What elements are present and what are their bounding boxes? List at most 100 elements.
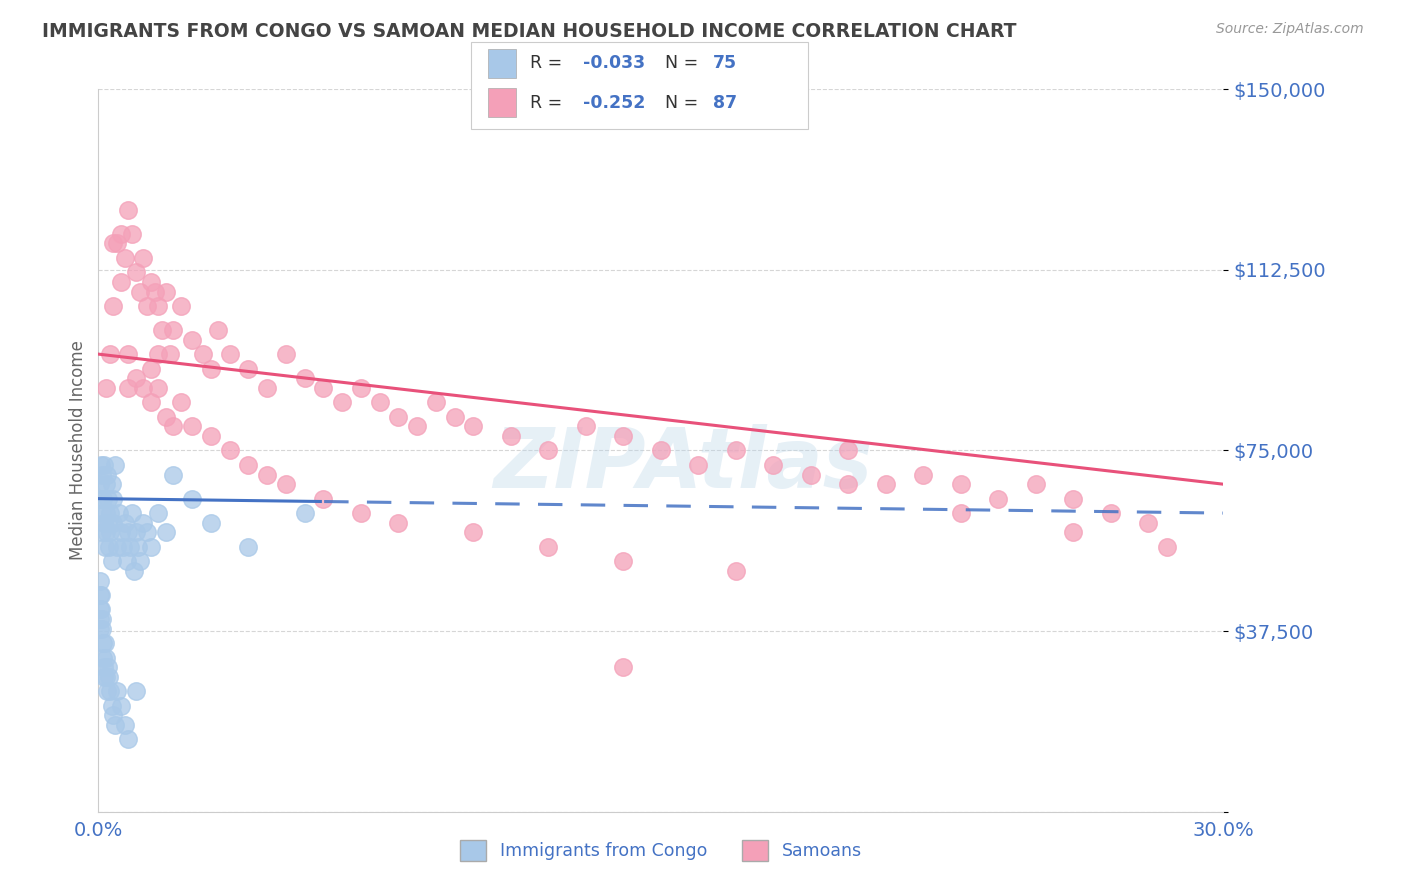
Point [949, 477, 972, 491]
Point [103, 299, 125, 313]
Point [575, 419, 598, 434]
Point [762, 458, 785, 472]
Point [132, 516, 155, 530]
Point [89, 602, 111, 616]
Text: 87: 87 [713, 94, 737, 112]
Point [117, 732, 139, 747]
Point [98, 347, 121, 361]
Point [110, 275, 132, 289]
Point [499, 429, 522, 443]
Point [139, 275, 162, 289]
Point [98, 684, 121, 698]
Point [155, 409, 177, 424]
Point [132, 381, 155, 395]
Point [181, 419, 204, 434]
Point [97, 670, 120, 684]
Point [90, 588, 112, 602]
Point [238, 458, 260, 472]
Point [98, 506, 121, 520]
Point [103, 236, 125, 251]
Point [1062, 525, 1084, 540]
Point [1099, 506, 1122, 520]
Text: -0.252: -0.252 [583, 94, 645, 112]
Point [117, 525, 139, 540]
Point [181, 491, 204, 506]
Point [274, 477, 297, 491]
Point [89, 574, 111, 588]
Point [96, 467, 118, 482]
Point [91, 622, 114, 636]
Point [94, 636, 117, 650]
Point [89, 588, 111, 602]
Point [612, 554, 634, 568]
Point [96, 684, 118, 698]
Point [111, 540, 134, 554]
Point [139, 395, 162, 409]
Point [162, 419, 184, 434]
Point [128, 285, 150, 299]
Point [162, 467, 184, 482]
Point [98, 525, 121, 540]
Point [170, 395, 193, 409]
Point [127, 540, 149, 554]
Point [105, 540, 128, 554]
Point [238, 361, 260, 376]
Point [93, 670, 115, 684]
Point [650, 443, 672, 458]
Point [120, 540, 142, 554]
Point [200, 516, 222, 530]
Point [987, 491, 1010, 506]
Y-axis label: Median Household Income: Median Household Income [69, 341, 87, 560]
Point [94, 506, 117, 520]
Point [91, 636, 114, 650]
Point [110, 227, 132, 241]
Point [94, 540, 117, 554]
Point [1062, 491, 1084, 506]
Point [100, 698, 122, 713]
Point [312, 381, 335, 395]
Point [159, 347, 181, 361]
Point [89, 491, 111, 506]
Point [875, 477, 897, 491]
Point [104, 718, 127, 732]
Point [443, 409, 465, 424]
Point [612, 429, 634, 443]
Point [128, 554, 150, 568]
Point [117, 381, 139, 395]
Point [89, 612, 111, 626]
Text: N =: N = [665, 54, 704, 72]
Point [93, 660, 115, 674]
Point [110, 698, 132, 713]
Point [103, 708, 125, 723]
Point [912, 467, 935, 482]
Point [256, 467, 278, 482]
Text: Source: ZipAtlas.com: Source: ZipAtlas.com [1216, 22, 1364, 37]
Point [117, 347, 139, 361]
Point [463, 419, 485, 434]
Point [387, 409, 409, 424]
Point [1156, 540, 1178, 554]
Point [368, 395, 391, 409]
Point [724, 443, 747, 458]
Point [537, 443, 560, 458]
Point [238, 540, 260, 554]
Point [207, 323, 229, 337]
Point [94, 381, 117, 395]
Point [89, 477, 111, 491]
Text: N =: N = [665, 94, 704, 112]
Point [114, 516, 136, 530]
Point [1025, 477, 1047, 491]
Point [89, 622, 111, 636]
Point [148, 506, 170, 520]
Point [218, 443, 240, 458]
Point [100, 554, 122, 568]
Point [114, 251, 136, 265]
Point [170, 299, 193, 313]
Point [837, 443, 859, 458]
Point [97, 516, 120, 530]
Point [350, 381, 373, 395]
Point [103, 516, 125, 530]
Point [256, 381, 278, 395]
Point [162, 323, 184, 337]
Point [93, 516, 115, 530]
